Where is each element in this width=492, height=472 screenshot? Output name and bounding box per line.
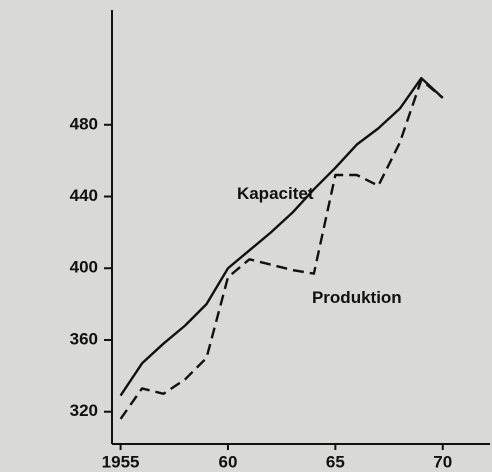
- y-tick-label: 480: [70, 114, 98, 133]
- y-tick-label: 320: [70, 401, 98, 420]
- annotation: Produktion: [312, 288, 402, 307]
- line-1: [119, 78, 444, 420]
- y-tick-label: 360: [70, 329, 98, 348]
- x-tick-label: 1955: [102, 452, 140, 471]
- x-tick-label: 60: [219, 452, 238, 471]
- annotation: Kapacitet: [237, 184, 314, 203]
- y-tick-label: 440: [70, 186, 98, 205]
- x-tick-label: 70: [433, 452, 452, 471]
- y-tick-label: 400: [70, 258, 98, 277]
- line-0: [119, 76, 444, 397]
- x-tick-label: 65: [326, 452, 345, 471]
